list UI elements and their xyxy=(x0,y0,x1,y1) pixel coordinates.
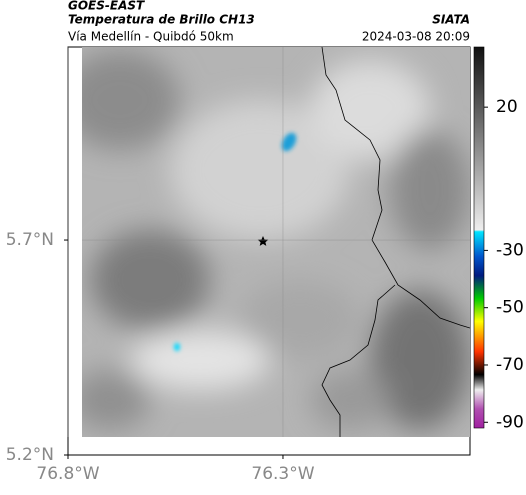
colorbar-tick-label: -50 xyxy=(496,298,524,318)
satellite-image xyxy=(82,47,470,437)
x-tick-label: 76.8°W xyxy=(36,464,99,484)
y-tick-label: 5.2°N xyxy=(6,445,54,465)
source: GOES-EAST xyxy=(68,0,145,13)
colorbar-tick-label: -90 xyxy=(496,412,524,432)
colorbar-tick-label: -30 xyxy=(496,240,524,260)
colorbar-tick-label: 20 xyxy=(496,97,518,117)
colorbar-tick-label: -70 xyxy=(496,355,524,375)
credit: SIATA xyxy=(432,13,470,27)
title: Temperatura de Brillo CH13 xyxy=(68,13,255,27)
timestamp: 2024-03-08 20:09 xyxy=(362,30,470,44)
x-tick-label: 76.3°W xyxy=(251,464,314,484)
y-tick-label: 5.7°N xyxy=(6,230,54,250)
colorbar xyxy=(473,46,485,429)
subtitle: Vía Medellín - Quibdó 50km xyxy=(68,30,234,44)
